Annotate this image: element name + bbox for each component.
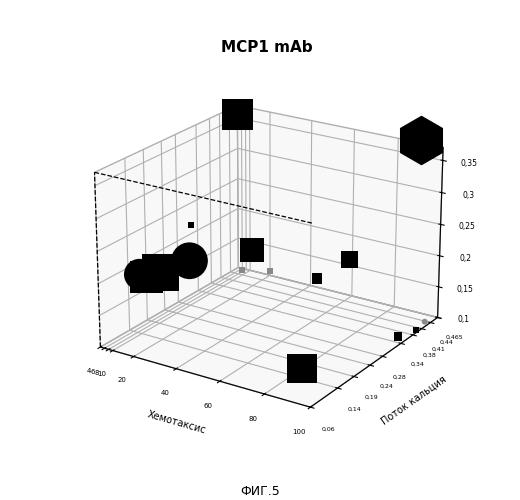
Y-axis label: Поток кальция: Поток кальция <box>380 374 448 426</box>
X-axis label: Хемотаксис: Хемотаксис <box>147 410 207 436</box>
Text: ⬡: ⬡ <box>403 119 439 161</box>
Point <box>417 136 425 144</box>
Text: ФИГ.5: ФИГ.5 <box>240 485 280 498</box>
Title: MCP1 mAb: MCP1 mAb <box>220 40 313 54</box>
